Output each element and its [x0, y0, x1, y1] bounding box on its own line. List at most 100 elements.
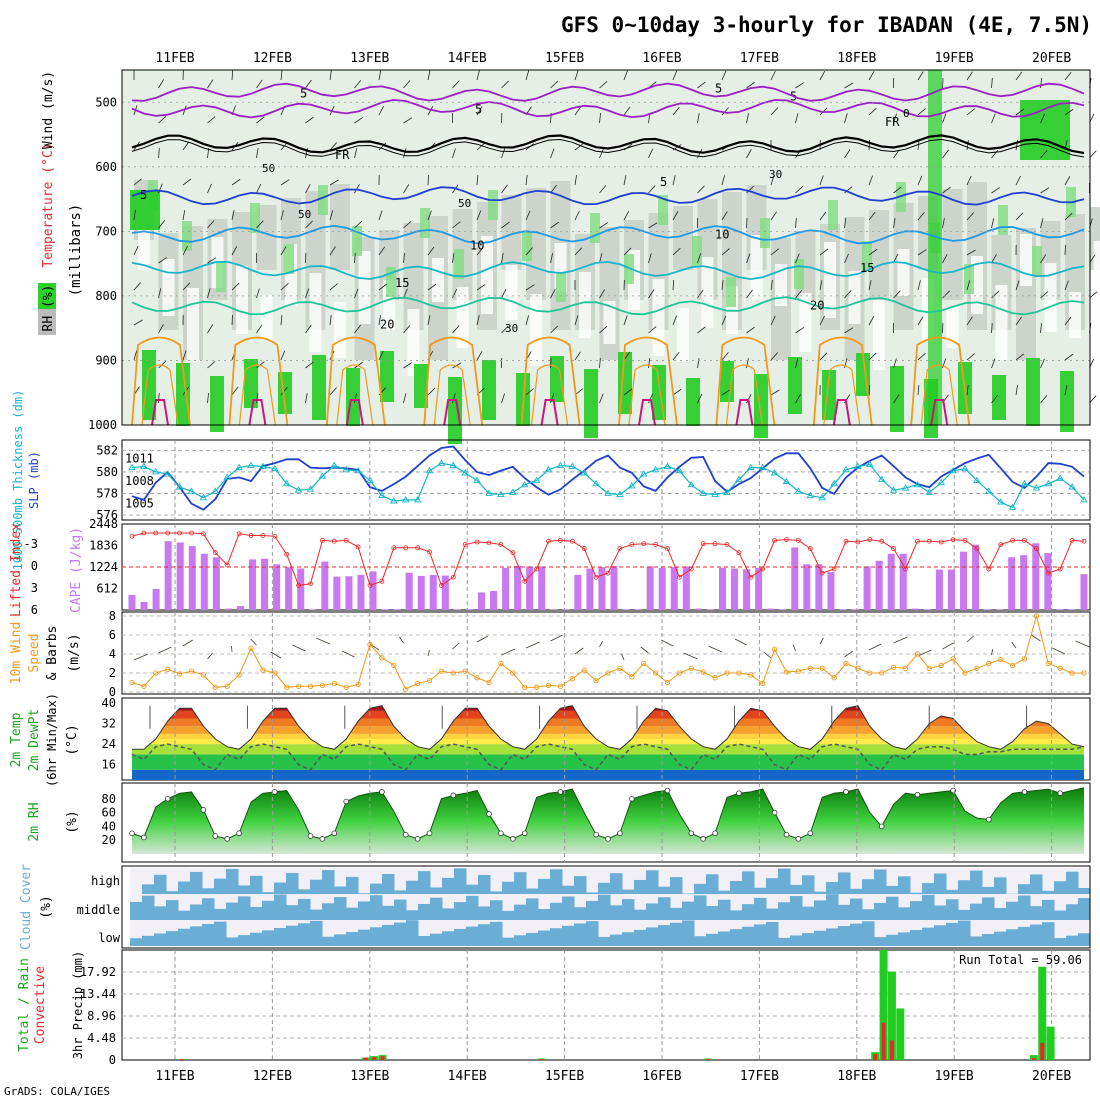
cape-bar	[164, 541, 172, 610]
lifted-index-point	[724, 542, 730, 547]
lifted-index-point	[403, 545, 409, 551]
lifted-index-point	[450, 574, 456, 580]
rh-zone-dry	[162, 259, 175, 316]
cape-bar	[622, 609, 630, 610]
rh-zone-moist	[216, 262, 226, 292]
wind-barb	[966, 140, 969, 151]
cloud-cell	[310, 909, 323, 920]
wind-barb	[697, 113, 700, 124]
isotherm-line	[131, 296, 1085, 316]
wind-barb	[378, 283, 388, 291]
cloud-cell	[466, 895, 479, 920]
surface-wind-barb	[1052, 647, 1066, 655]
thickness-point	[318, 472, 327, 479]
thickness-point	[651, 465, 660, 473]
wind-barb	[1015, 212, 1024, 221]
cloud-cell	[514, 935, 527, 946]
wind-barb	[672, 388, 682, 396]
thickness-point	[461, 469, 469, 476]
precip-total-axis-label: Total / Rain	[17, 958, 32, 1052]
rh-zone-dry	[579, 272, 591, 338]
lifted-index-point	[438, 583, 444, 588]
cape-bar	[357, 574, 365, 610]
cloud-cell	[922, 883, 935, 894]
wind-barb	[1089, 150, 1097, 159]
wind-barb	[476, 246, 484, 256]
wind-speed-point	[712, 675, 718, 681]
date-tick-bottom: 15FEB	[545, 1069, 584, 1084]
wind-barb	[133, 245, 139, 256]
isotherm-line	[131, 98, 1085, 119]
cape-bar	[779, 609, 787, 610]
cloud-cell	[178, 910, 191, 920]
thickness-point	[223, 473, 231, 480]
thickness-line	[131, 462, 1085, 509]
precip-convective-bar	[873, 1054, 878, 1060]
cloud-cell	[466, 926, 479, 946]
wind-tick: 6	[109, 628, 116, 642]
cloud-cell	[670, 877, 683, 894]
wind-barb	[844, 358, 848, 369]
lifted-index-point	[629, 542, 635, 547]
wind-barb	[966, 316, 973, 326]
wind-barb	[305, 324, 312, 334]
surface-wind-barb	[868, 643, 882, 651]
wind-speed-point	[295, 683, 302, 689]
wind-barb	[672, 351, 680, 361]
thickness-point	[140, 462, 148, 469]
date-tick-top: 20FEB	[1032, 51, 1071, 66]
cloud-cell	[778, 937, 791, 946]
cloud-cell	[262, 900, 275, 920]
surface-wind-barb	[525, 641, 541, 649]
wind-barb	[942, 113, 947, 124]
lifted-index-tick: 6	[31, 603, 38, 617]
wind-barb	[991, 187, 1001, 194]
wind-barb	[991, 322, 993, 334]
wind-barb	[354, 252, 356, 264]
rh-zone-dry	[456, 287, 469, 348]
wind-barb	[452, 393, 456, 404]
rh-zone-moist	[692, 236, 702, 266]
cloud-cell	[838, 926, 851, 946]
rh-point	[1021, 789, 1028, 795]
wind-barb	[893, 149, 900, 159]
cloud-cell	[622, 899, 635, 920]
wind-barb	[966, 249, 976, 256]
wind-speed-point	[986, 660, 992, 667]
surface-wind-barb	[708, 645, 723, 653]
lifted-index-point	[819, 570, 825, 576]
wind-barb	[795, 253, 800, 264]
cloud-cell	[1066, 871, 1079, 894]
rh-label: 30	[505, 322, 518, 335]
rh-zone-moist	[414, 364, 428, 408]
cape-bar	[598, 567, 606, 610]
cloud-cell	[718, 890, 731, 894]
cloud-cell	[634, 909, 647, 920]
wind-barb	[721, 389, 731, 396]
rh-point	[712, 830, 718, 837]
cloud-cell	[226, 869, 239, 894]
rh-point	[700, 836, 706, 842]
wind-barb	[991, 254, 997, 264]
cape-bar	[261, 558, 269, 610]
wind-barb	[697, 289, 704, 299]
wind-barb	[182, 245, 188, 256]
cloud-cell	[322, 903, 335, 920]
cloud-cell	[622, 889, 635, 894]
wind-speed-point	[486, 679, 492, 686]
wind-barb	[1015, 353, 1025, 361]
cape-bar	[718, 567, 726, 610]
rh-point	[521, 830, 528, 837]
wind10m-axis-label: 10m Wind	[9, 622, 24, 685]
wind-speed-point	[629, 674, 635, 680]
wind-barb	[721, 107, 729, 116]
wind-barb	[672, 315, 677, 326]
pressure-axis-label: (millibars)	[68, 204, 84, 297]
surface-wind-barb	[734, 638, 747, 646]
thickness-point	[509, 488, 517, 495]
rh-point	[771, 809, 778, 816]
cloud-cell	[598, 882, 611, 894]
wind-speed-point	[141, 683, 147, 689]
cloud-cell	[754, 897, 767, 920]
wind-speed-point	[724, 670, 730, 676]
